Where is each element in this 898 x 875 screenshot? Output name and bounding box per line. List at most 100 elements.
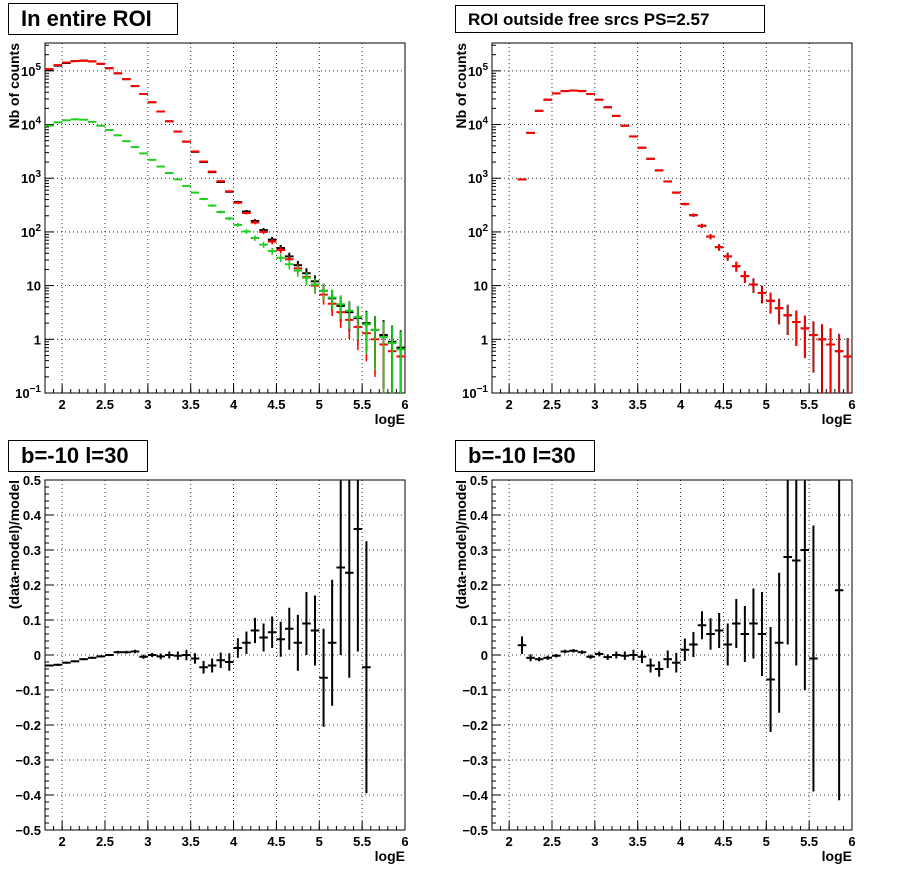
data-point <box>242 211 251 215</box>
data-point <box>216 180 225 183</box>
data-point <box>560 649 570 654</box>
data-point <box>654 661 664 677</box>
y-tick-label: 10−1 <box>462 384 488 401</box>
data-point <box>594 651 604 657</box>
y-tick-label: 1 <box>34 332 41 347</box>
data-point <box>646 658 655 673</box>
data-point <box>517 636 527 654</box>
x-tick-label: 6 <box>848 834 855 849</box>
y-tick-label: −0.3 <box>15 753 41 768</box>
data-point <box>225 653 234 671</box>
data-point <box>834 480 844 801</box>
data-point <box>87 656 97 659</box>
data-point <box>302 592 311 655</box>
x-tick-label: 4.5 <box>267 834 285 849</box>
y-tick-label: 0.3 <box>470 543 488 558</box>
y-tick-label: 10 <box>474 279 488 294</box>
data-point <box>345 480 354 678</box>
panel-title: ROI outside free srcs PS=2.57 <box>455 5 765 33</box>
y-tick-label: −0.3 <box>462 753 488 768</box>
panel-title: In entire ROI <box>8 3 178 35</box>
data-point <box>310 278 320 294</box>
data-point <box>285 607 294 650</box>
data-point <box>250 235 260 241</box>
x-tick-label: 2.5 <box>96 834 114 849</box>
data-point <box>319 283 328 301</box>
chart-panel: 2 2.5 3 3.5 4 4.5 5 5.5 6 −0.5 −0.4 −0.3 −0.2 −0.1 0 0.… <box>6 473 409 864</box>
x-tick-label: 5.5 <box>800 834 818 849</box>
y-tick-label: 10 <box>27 279 41 294</box>
x-tick-label: 5.5 <box>353 397 371 412</box>
data-point <box>182 184 191 187</box>
y-tick-label: 0.1 <box>23 613 41 628</box>
data-point <box>122 650 131 654</box>
chart-panel: 2 2.5 3 3.5 4 4.5 5 5.5 6 10−1 1 10 102 103 104 105 logE… <box>6 42 409 427</box>
panel-title: b=-10 l=30 <box>455 440 595 472</box>
y-tick-label: 104 <box>21 116 41 133</box>
data-point <box>740 606 750 662</box>
data-point <box>362 311 371 355</box>
data-point <box>629 135 638 138</box>
data-point <box>79 658 88 661</box>
data-point <box>654 169 664 172</box>
y-tick-label: 0.5 <box>470 473 488 488</box>
data-point <box>207 658 217 673</box>
data-point <box>603 654 612 660</box>
data-point <box>697 223 707 228</box>
data-point <box>285 259 294 270</box>
x-tick-label: 5 <box>763 397 770 412</box>
data-series <box>517 480 844 801</box>
x-tick-label: 4 <box>677 397 685 412</box>
y-tick-label: −0.1 <box>15 683 41 698</box>
y-tick-label: 102 <box>21 223 41 240</box>
data-point <box>233 201 243 204</box>
y-tick-label: 0 <box>481 648 488 663</box>
data-point <box>396 331 405 393</box>
y-tick-label: 0.3 <box>23 543 41 558</box>
data-point <box>637 650 647 664</box>
x-tick-label: 2.5 <box>543 834 561 849</box>
x-tick-label: 4.5 <box>714 397 732 412</box>
y-tick-label: −0.2 <box>15 718 41 733</box>
x-tick-label: 4 <box>230 397 238 412</box>
data-point <box>267 238 277 245</box>
data-point <box>766 292 775 314</box>
data-point <box>714 244 724 251</box>
data-point <box>310 595 320 666</box>
data-point <box>45 664 54 667</box>
data-point <box>620 651 630 660</box>
data-point <box>113 650 123 654</box>
data-point <box>207 170 217 173</box>
data-point <box>843 338 852 393</box>
data-point <box>250 617 260 644</box>
y-tick-label: 103 <box>468 169 488 186</box>
data-point <box>190 191 200 194</box>
x-axis-label: logE <box>822 411 852 427</box>
x-tick-label: 2 <box>59 834 66 849</box>
data-point <box>577 650 587 654</box>
data-point <box>663 650 672 668</box>
data-point <box>327 289 337 310</box>
data-point <box>199 660 208 674</box>
data-point <box>387 326 397 393</box>
data-point <box>259 229 268 235</box>
data-point <box>216 210 225 214</box>
data-point <box>62 661 71 664</box>
data-point <box>552 653 561 658</box>
data-point <box>173 130 183 133</box>
x-tick-label: 3.5 <box>629 397 647 412</box>
y-tick-label: 10−1 <box>15 384 41 401</box>
x-tick-label: 5 <box>316 397 323 412</box>
data-point <box>173 651 183 660</box>
y-tick-label: 0.4 <box>23 508 42 523</box>
x-axis-label: logE <box>375 848 405 864</box>
x-tick-label: 3.5 <box>629 834 647 849</box>
data-point <box>526 654 535 662</box>
data-point <box>139 152 148 155</box>
data-point <box>783 480 792 645</box>
data-point <box>517 178 527 181</box>
data-point <box>225 190 234 193</box>
x-tick-label: 4 <box>230 834 238 849</box>
x-tick-label: 5.5 <box>800 397 818 412</box>
